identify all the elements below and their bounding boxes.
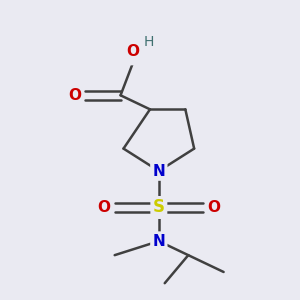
Text: O: O xyxy=(68,88,81,103)
Text: O: O xyxy=(126,44,139,59)
Text: O: O xyxy=(207,200,220,215)
Text: O: O xyxy=(97,200,110,215)
Text: N: N xyxy=(152,164,165,178)
Text: H: H xyxy=(143,35,154,49)
Text: N: N xyxy=(152,234,165,249)
Text: O: O xyxy=(126,48,139,63)
Text: S: S xyxy=(153,199,165,217)
